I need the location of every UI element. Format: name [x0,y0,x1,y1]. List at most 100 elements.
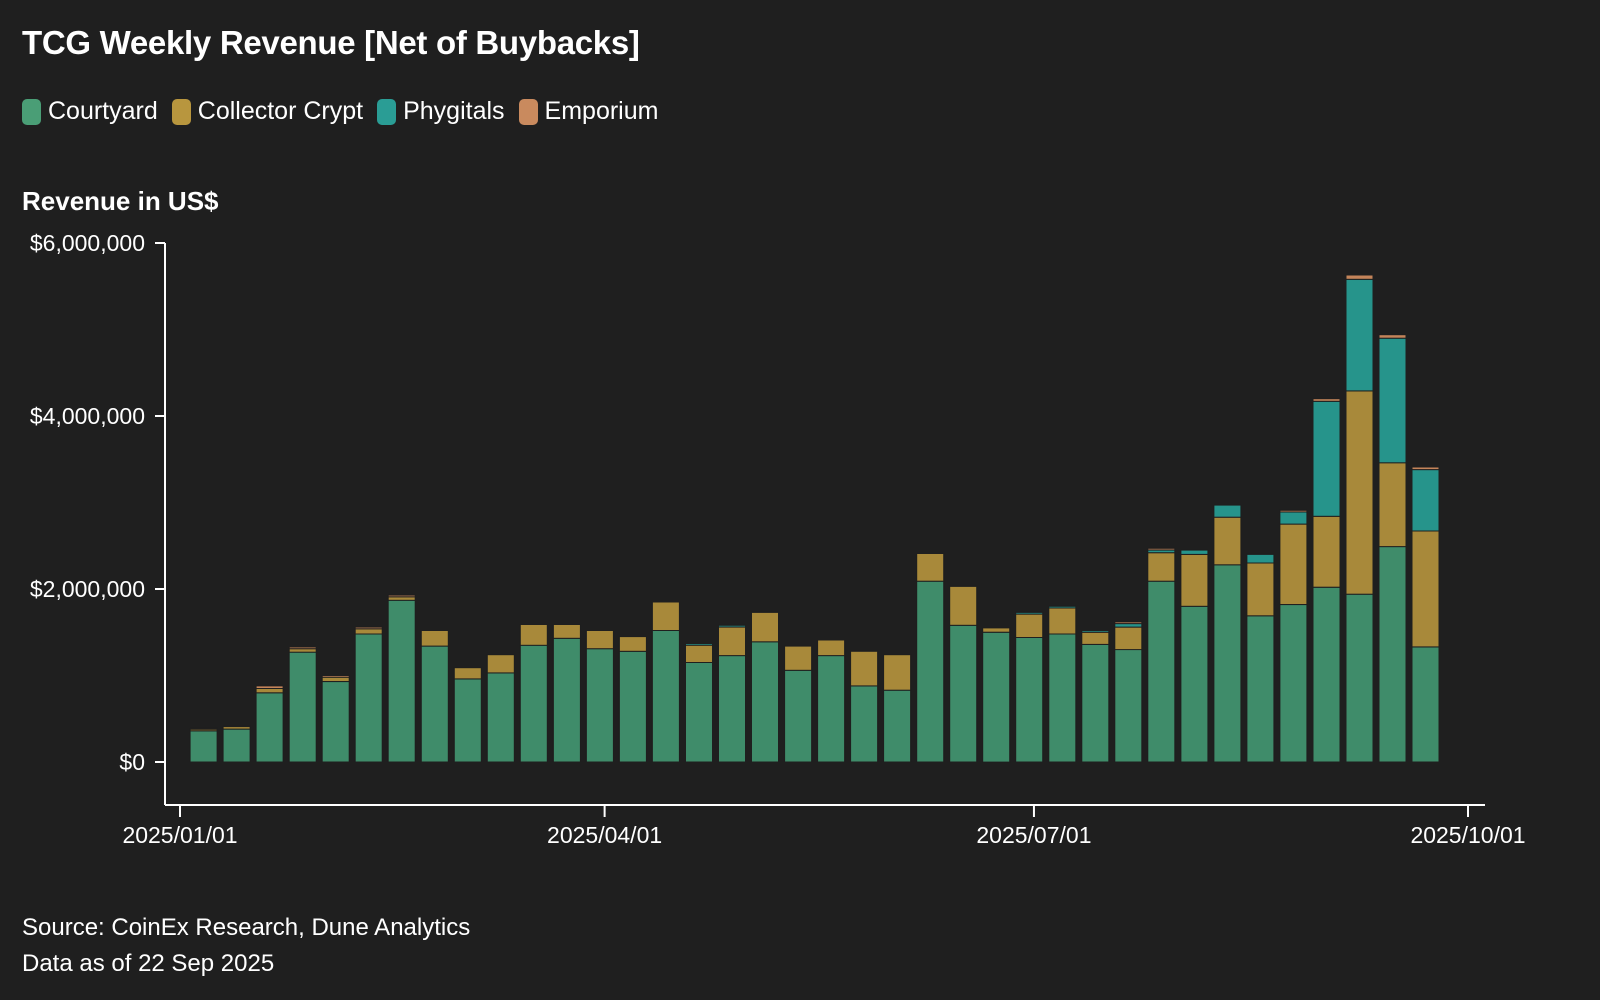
bar-segment-collector-crypt[interactable] [1114,626,1143,651]
bar-stack[interactable] [618,636,647,763]
bar-stack[interactable] [1114,621,1143,763]
bar-segment-courtyard[interactable] [883,689,912,763]
bar-segment-courtyard[interactable] [585,648,614,763]
bar-segment-collector-crypt[interactable] [420,630,449,647]
bar-stack[interactable] [453,667,482,763]
bar-segment-courtyard[interactable] [1114,649,1143,763]
bar-stack[interactable] [1246,553,1275,763]
bar-segment-emporium[interactable] [288,646,317,650]
bar-stack[interactable] [1378,334,1407,763]
bar-segment-courtyard[interactable] [354,633,383,763]
bar-segment-collector-crypt[interactable] [883,654,912,691]
bar-segment-emporium[interactable] [222,725,251,728]
bar-stack[interactable] [784,645,813,763]
bar-stack[interactable] [255,685,284,763]
bar-stack[interactable] [1081,630,1110,763]
bar-segment-courtyard[interactable] [486,672,515,763]
bar-segment-courtyard[interactable] [519,644,548,763]
bar-stack[interactable] [751,611,779,763]
bar-stack[interactable] [850,650,879,763]
bar-segment-phygitals[interactable] [718,624,746,628]
bar-segment-phygitals[interactable] [1048,605,1077,609]
bar-stack[interactable] [321,675,350,763]
bar-stack[interactable] [519,624,548,763]
bar-segment-collector-crypt[interactable] [685,644,713,664]
bar-segment-courtyard[interactable] [1048,633,1077,763]
bar-segment-phygitals[interactable] [1279,511,1308,525]
bar-stack[interactable] [883,654,912,763]
bar-segment-courtyard[interactable] [288,651,317,763]
bar-segment-courtyard[interactable] [552,637,581,763]
bar-segment-courtyard[interactable] [420,645,449,763]
bar-segment-collector-crypt[interactable] [453,667,482,680]
bar-segment-emporium[interactable] [255,685,284,690]
bar-segment-phygitals[interactable] [1114,623,1143,628]
bar-segment-courtyard[interactable] [1180,605,1209,763]
bar-stack[interactable] [354,626,383,763]
bar-segment-collector-crypt[interactable] [718,626,746,657]
bar-stack[interactable] [1312,398,1341,763]
bar-segment-phygitals[interactable] [1213,504,1242,518]
bar-segment-courtyard[interactable] [718,655,746,763]
bar-segment-courtyard[interactable] [1312,586,1341,763]
legend-item-emporium[interactable]: Emporium [518,97,658,126]
bar-segment-collector-crypt[interactable] [949,585,978,626]
bar-segment-phygitals[interactable] [1345,278,1374,392]
bar-stack[interactable] [189,727,218,763]
bar-segment-phygitals[interactable] [1378,337,1407,464]
bar-segment-courtyard[interactable] [949,624,978,763]
bar-stack[interactable] [552,624,581,763]
bar-segment-courtyard[interactable] [453,678,482,763]
bar-segment-collector-crypt[interactable] [585,630,614,650]
bar-segment-collector-crypt[interactable] [354,628,383,635]
bar-segment-collector-crypt[interactable] [1081,631,1110,645]
bar-stack[interactable] [1279,509,1308,763]
bar-segment-courtyard[interactable] [685,662,713,763]
bar-segment-courtyard[interactable] [817,655,846,763]
bar-segment-emporium[interactable] [1312,398,1341,402]
bar-segment-collector-crypt[interactable] [552,624,581,639]
bar-segment-courtyard[interactable] [1015,636,1044,763]
bar-stack[interactable] [982,627,1011,763]
bar-segment-courtyard[interactable] [1345,593,1374,763]
bar-segment-collector-crypt[interactable] [387,596,416,601]
bar-segment-collector-crypt[interactable] [255,688,284,694]
bar-segment-collector-crypt[interactable] [288,648,317,653]
bar-stack[interactable] [1015,611,1044,763]
bar-stack[interactable] [420,630,449,763]
bar-segment-collector-crypt[interactable] [916,553,945,582]
bar-segment-courtyard[interactable] [1378,546,1407,763]
bar-segment-collector-crypt[interactable] [519,624,548,646]
bar-segment-emporium[interactable] [1345,274,1374,280]
bar-segment-courtyard[interactable] [321,681,350,763]
bar-stack[interactable] [1180,549,1209,763]
bar-segment-phygitals[interactable] [685,643,713,646]
legend-item-courtyard[interactable]: Courtyard [22,97,158,126]
bar-segment-emporium[interactable] [1279,509,1308,513]
bar-segment-emporium[interactable] [1114,621,1143,625]
bar-segment-collector-crypt[interactable] [751,611,779,643]
bar-stack[interactable] [949,585,978,763]
bar-segment-courtyard[interactable] [916,580,945,763]
bar-stack[interactable] [1411,466,1440,763]
bar-stack[interactable] [651,601,680,763]
bar-segment-collector-crypt[interactable] [1246,562,1275,617]
bar-stack[interactable] [486,654,515,763]
bar-segment-collector-crypt[interactable] [1378,462,1407,548]
bar-segment-courtyard[interactable] [1411,646,1440,763]
bar-segment-collector-crypt[interactable] [1345,390,1374,595]
bar-stack[interactable] [1147,547,1176,763]
bar-segment-collector-crypt[interactable] [817,639,846,657]
bar-segment-courtyard[interactable] [1147,580,1176,763]
bar-segment-emporium[interactable] [189,727,218,730]
bar-segment-emporium[interactable] [1411,466,1440,471]
bar-stack[interactable] [685,643,713,763]
bar-segment-courtyard[interactable] [1279,604,1308,763]
bar-segment-courtyard[interactable] [651,630,680,763]
bar-stack[interactable] [1048,605,1077,763]
bar-segment-courtyard[interactable] [1081,643,1110,763]
bar-segment-courtyard[interactable] [751,641,779,763]
bar-segment-collector-crypt[interactable] [850,650,879,687]
bar-stack[interactable] [288,646,317,763]
bar-segment-courtyard[interactable] [618,650,647,763]
